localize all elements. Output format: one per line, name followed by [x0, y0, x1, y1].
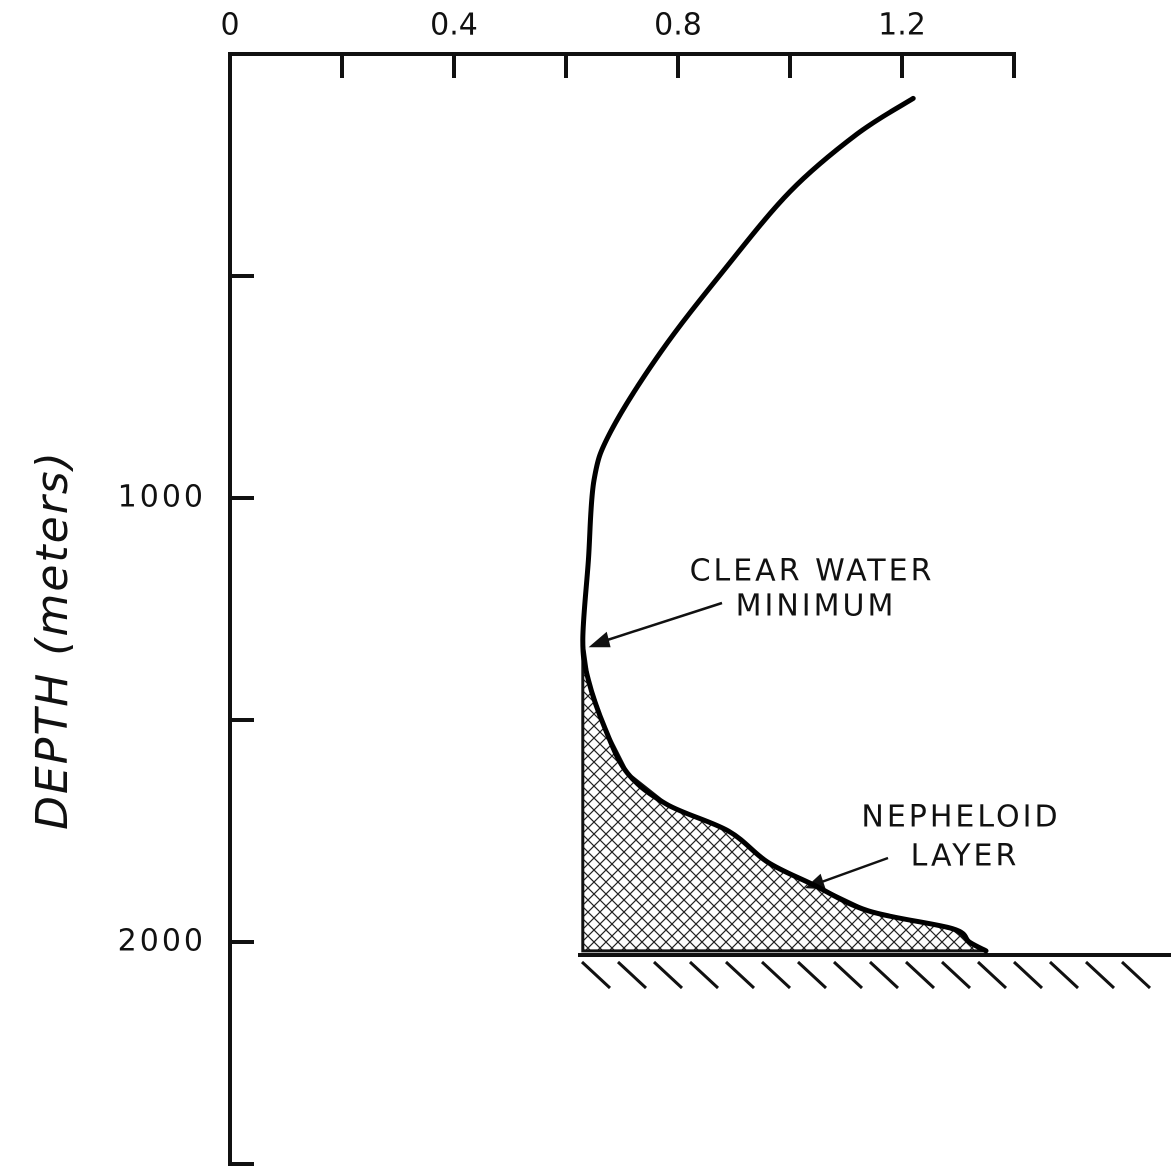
- line-series: [580, 95, 989, 954]
- x-tick-label: 1.2: [878, 8, 926, 43]
- annotation: NEPHELOID: [861, 800, 1060, 835]
- annotation: MINIMUM: [736, 589, 897, 624]
- annotation: CLEAR WATER: [690, 554, 935, 589]
- axis-line: [228, 52, 1016, 1166]
- y-tick-label: 1000: [118, 480, 206, 515]
- nepheloid-shading: [581, 639, 987, 953]
- x-tick-label: 0.8: [654, 8, 702, 43]
- y-tick-label: 2000: [118, 924, 206, 959]
- annotation: LAYER: [911, 839, 1020, 874]
- x-tick-label: 0.4: [430, 8, 478, 43]
- x-tick-label: 0: [220, 8, 239, 43]
- seafloor: [578, 953, 1171, 990]
- y-axis-label: DEPTH (meters): [27, 450, 78, 830]
